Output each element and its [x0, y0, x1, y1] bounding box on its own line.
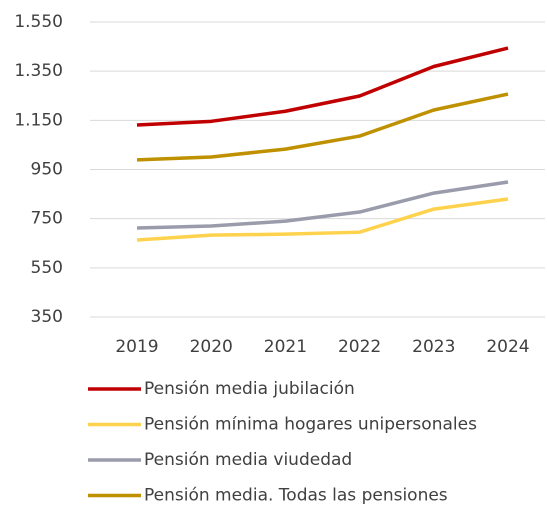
legend-label: Pensión media viudedad — [144, 450, 352, 470]
x-tick-label: 2021 — [264, 337, 307, 357]
x-tick-label: 2020 — [190, 337, 233, 357]
y-tick-label: 550 — [31, 258, 63, 278]
y-tick-label: 750 — [31, 209, 63, 229]
series-line — [136, 46, 509, 127]
y-tick-label: 350 — [31, 307, 63, 327]
x-tick-label: 2024 — [486, 337, 529, 357]
y-tick-label: 1.150 — [14, 110, 63, 130]
legend-label: Pensión media jubilación — [144, 379, 355, 399]
series-line — [136, 92, 509, 162]
x-tick-label: 2023 — [412, 337, 455, 357]
x-tick-label: 2022 — [338, 337, 381, 357]
series-line — [136, 197, 509, 242]
y-tick-label: 1.550 — [14, 12, 63, 32]
y-tick-label: 950 — [31, 160, 63, 180]
y-tick-label: 1.350 — [14, 61, 63, 81]
legend-label: Pensión media. Todas las pensiones — [144, 486, 448, 505]
x-tick-label: 2019 — [115, 337, 158, 357]
series-line — [136, 180, 509, 230]
legend-label: Pensión mínima hogares unipersonales — [144, 415, 477, 435]
